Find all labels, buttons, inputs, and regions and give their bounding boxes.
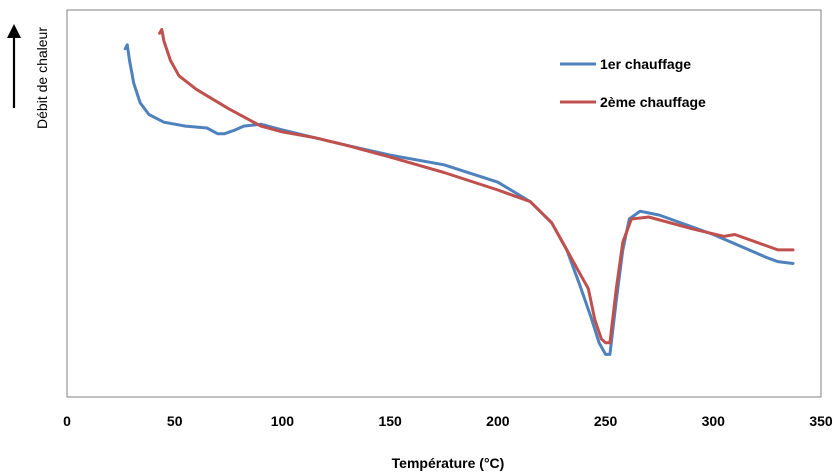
y-axis-title: Débit de chaleur bbox=[34, 27, 50, 129]
x-tick-label: 250 bbox=[594, 413, 618, 429]
x-tick-label: 350 bbox=[809, 413, 833, 429]
legend-label-2eme-chauffage: 2ème chauffage bbox=[600, 94, 706, 110]
x-tick-label: 50 bbox=[167, 413, 183, 429]
plot-area bbox=[66, 9, 822, 398]
series-line-2eme-chauffage bbox=[158, 27, 795, 345]
x-tick-label: 150 bbox=[378, 413, 402, 429]
y-axis-arrow-head bbox=[7, 24, 21, 38]
legend: 1er chauffage 2ème chauffage bbox=[560, 56, 706, 110]
x-axis-title: Température (°C) bbox=[392, 455, 505, 471]
x-tick-group: 0 50 100 150 200 250 300 350 bbox=[63, 413, 833, 429]
x-tick-label: 100 bbox=[271, 413, 295, 429]
x-tick-label: 200 bbox=[486, 413, 510, 429]
legend-label-1er-chauffage: 1er chauffage bbox=[600, 56, 691, 72]
series-group bbox=[123, 27, 795, 356]
series-line-1er-chauffage bbox=[123, 43, 795, 356]
x-tick-label: 0 bbox=[63, 413, 71, 429]
x-tick-label: 300 bbox=[702, 413, 726, 429]
